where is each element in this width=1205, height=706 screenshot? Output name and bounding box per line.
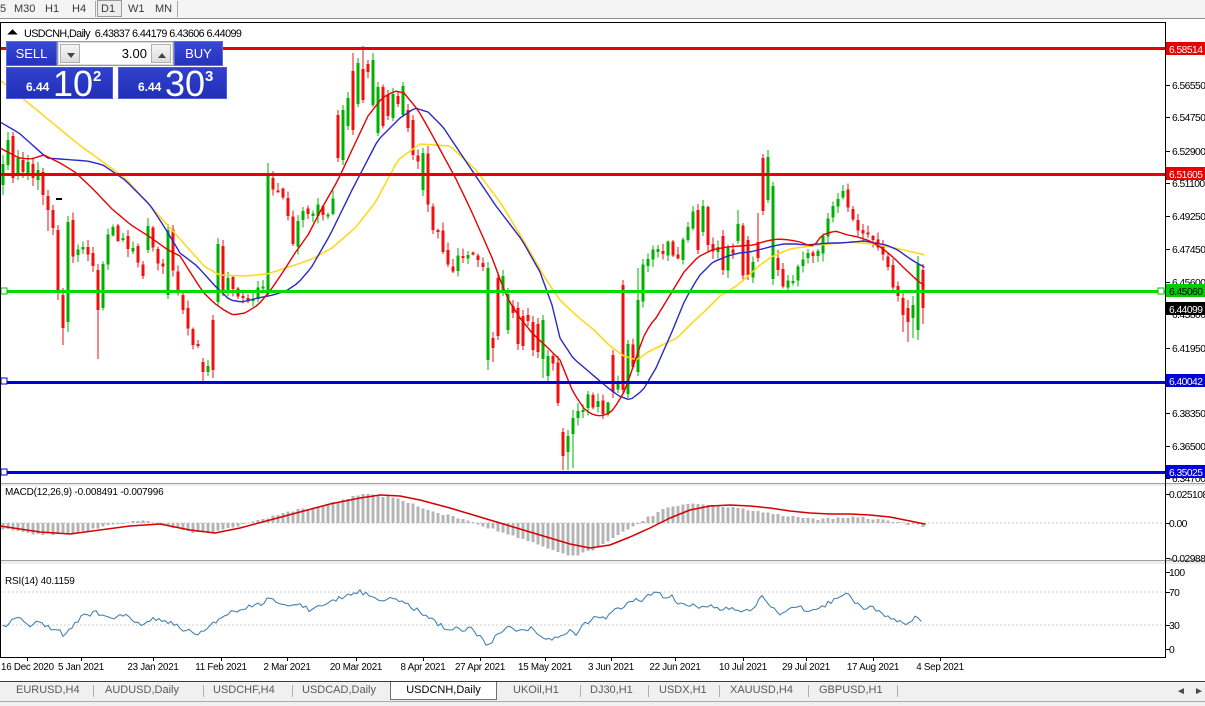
svg-text:-0.02988: -0.02988 [1169,554,1205,565]
svg-text:6.38350: 6.38350 [1172,409,1205,420]
svg-text:6.45600: 6.45600 [1172,278,1205,289]
svg-text:6.51100: 6.51100 [1172,179,1205,190]
svg-text:6.56550: 6.56550 [1172,81,1205,92]
svg-text:USDCNH,Daily 6.43837 6.44179: USDCNH,Daily 6.43837 6.44179 6.43606 6.4… [24,28,242,40]
svg-text:15 May 2021: 15 May 2021 [518,662,572,673]
svg-text:6.40042: 6.40042 [1169,377,1203,388]
svg-text:17 Aug 2021: 17 Aug 2021 [847,662,899,673]
svg-text:0.025108: 0.025108 [1169,490,1205,501]
svg-text:6.44099: 6.44099 [1169,305,1203,316]
svg-text:3 Jun 2021: 3 Jun 2021 [588,662,634,673]
svg-text:70: 70 [1169,588,1180,599]
svg-text:6.51605: 6.51605 [1169,170,1203,181]
svg-text:0.00: 0.00 [1169,519,1188,530]
svg-text:6.52900: 6.52900 [1172,147,1205,158]
svg-text:30: 30 [1169,621,1180,632]
svg-text:6.36500: 6.36500 [1172,442,1205,453]
svg-text:6.47450: 6.47450 [1172,245,1205,256]
svg-text:5 Jan 2021: 5 Jan 2021 [58,662,104,673]
svg-text:6.41950: 6.41950 [1172,344,1205,355]
svg-text:0: 0 [1169,645,1175,656]
svg-text:8 Apr 2021: 8 Apr 2021 [401,662,446,673]
svg-text:6.58514: 6.58514 [1169,45,1203,56]
svg-text:22 Jun 2021: 22 Jun 2021 [649,662,700,673]
svg-text:2 Mar 2021: 2 Mar 2021 [263,662,310,673]
svg-text:6.54750: 6.54750 [1172,113,1205,124]
svg-text:16 Dec 2020: 16 Dec 2020 [1,662,55,673]
svg-text:10 Jul 2021: 10 Jul 2021 [719,662,767,673]
svg-text:27 Apr 2021: 27 Apr 2021 [455,662,505,673]
svg-text:6.35025: 6.35025 [1169,468,1203,479]
svg-text:100: 100 [1169,568,1185,579]
svg-text:6.45060: 6.45060 [1169,287,1203,298]
svg-text:6.49250: 6.49250 [1172,212,1205,223]
svg-text:29 Jul 2021: 29 Jul 2021 [782,662,830,673]
svg-text:6.43800: 6.43800 [1172,310,1205,321]
svg-text:23 Jan 2021: 23 Jan 2021 [127,662,178,673]
svg-text:MACD(12,26,9) -0.008491 -0.007: MACD(12,26,9) -0.008491 -0.007996 [5,487,164,498]
svg-text:RSI(14) 40.1159: RSI(14) 40.1159 [5,576,75,587]
svg-text:4 Sep 2021: 4 Sep 2021 [916,662,964,673]
svg-text:6.34700: 6.34700 [1172,474,1205,485]
svg-text:20 Mar 2021: 20 Mar 2021 [330,662,382,673]
svg-text:11 Feb 2021: 11 Feb 2021 [195,662,247,673]
